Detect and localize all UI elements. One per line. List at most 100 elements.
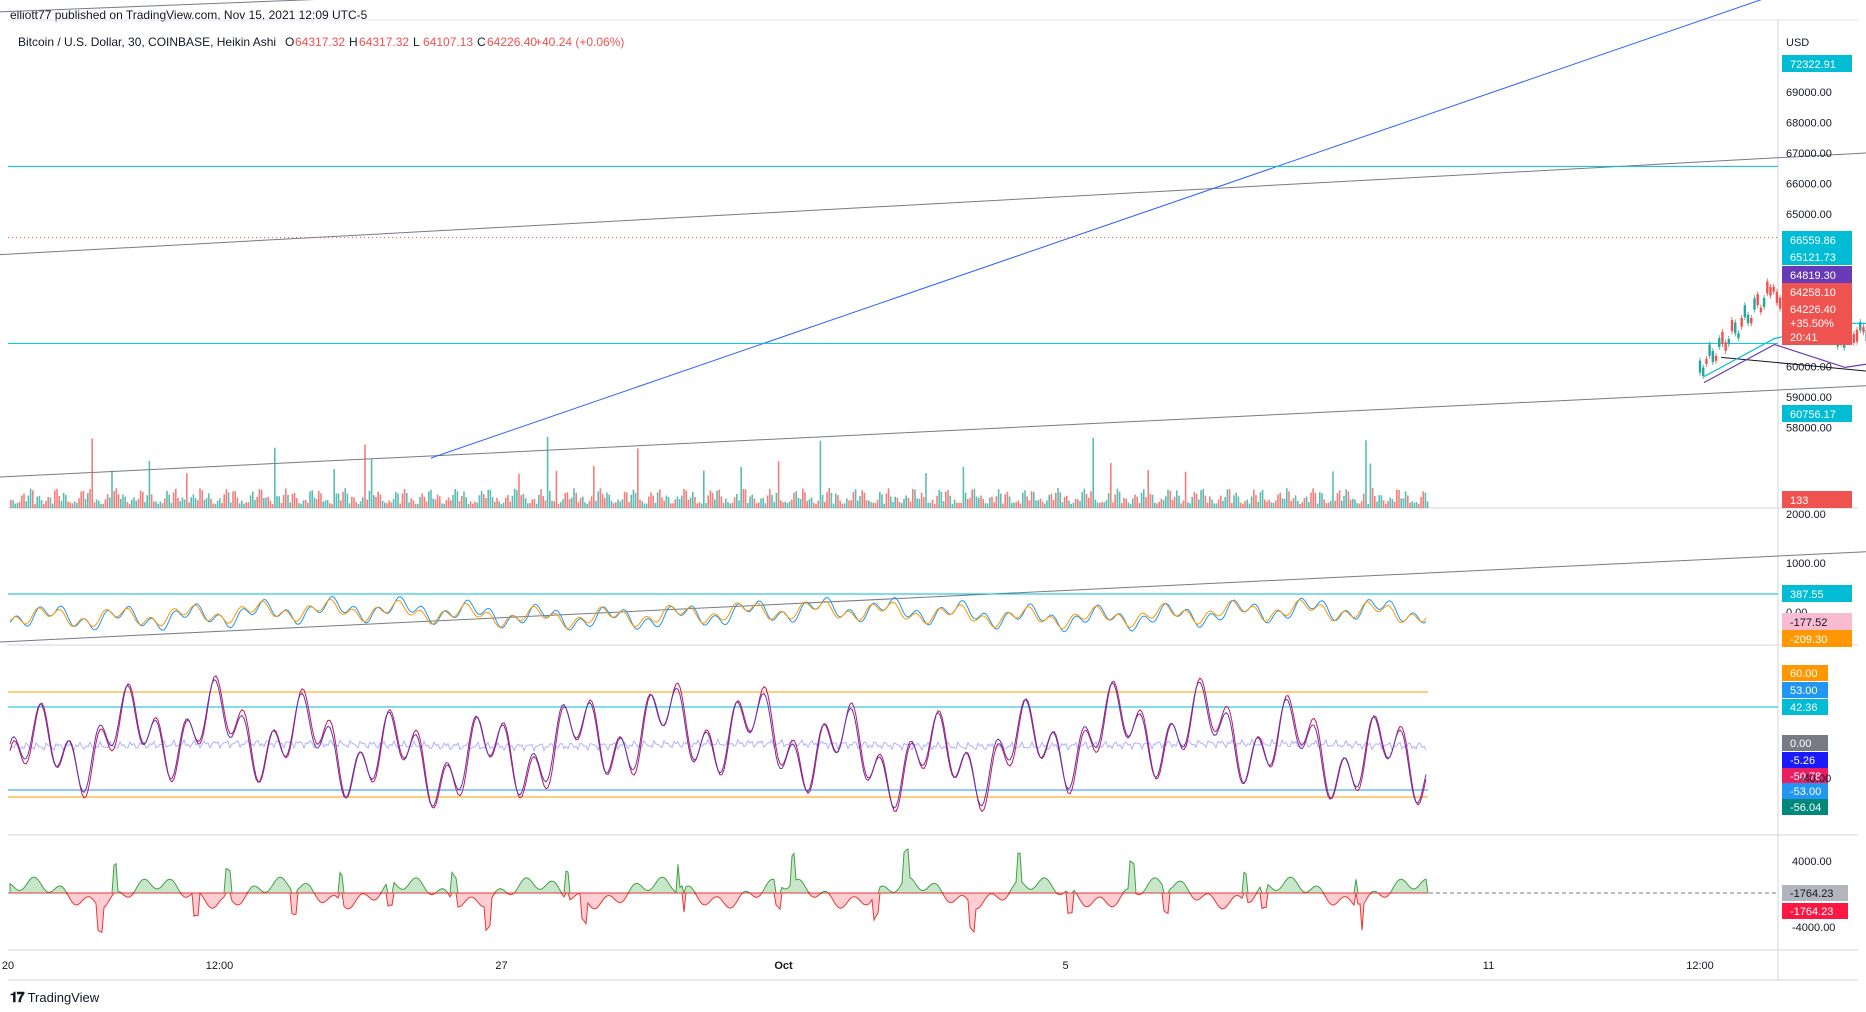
volume-bar — [1090, 491, 1092, 508]
volume-bar — [1426, 501, 1429, 508]
volume-bar — [126, 501, 129, 508]
trendline — [0, 385, 1866, 478]
volume-bar — [628, 502, 630, 508]
volume-bar — [362, 497, 364, 508]
volume-bar — [1118, 491, 1121, 508]
volume-bar — [520, 495, 522, 508]
volume-bar — [698, 502, 701, 508]
volume-bar — [604, 498, 606, 508]
volume-bar — [1114, 494, 1116, 508]
volume-bar — [621, 499, 624, 508]
volume-bar — [665, 495, 668, 508]
volume-bar — [133, 497, 135, 508]
volume-bar — [157, 503, 159, 508]
volume-bar — [254, 500, 256, 508]
volume-bar — [608, 494, 610, 508]
volume-bar — [986, 503, 989, 508]
volume-bar — [1048, 495, 1050, 508]
volume-bar — [1057, 488, 1059, 508]
candle-body — [1734, 322, 1737, 334]
volume-bar — [989, 497, 991, 508]
volume-bar — [1187, 502, 1189, 508]
volume-bar — [342, 491, 344, 508]
osc1-label-bg — [1782, 585, 1852, 602]
volume-bar — [238, 503, 241, 508]
volume-bar — [861, 490, 863, 508]
volume-bar — [98, 500, 100, 508]
price-label: 60756.17 — [1790, 409, 1836, 421]
volume-bar — [210, 498, 212, 508]
volume-bar — [711, 492, 714, 508]
axis-unit: USD — [1786, 37, 1809, 49]
price-label: 64819.30 — [1790, 270, 1836, 282]
volume-bar — [1039, 498, 1042, 508]
volume-bar — [1376, 501, 1378, 508]
volume-bar — [1215, 503, 1218, 508]
volume-bar — [1022, 492, 1024, 508]
candle-body — [1743, 305, 1747, 318]
volume-bar — [403, 489, 406, 508]
candle-body — [1862, 327, 1865, 333]
volume-bar — [857, 500, 859, 508]
volume-bar — [978, 497, 980, 508]
volume-bar — [227, 492, 230, 508]
x-tick-label: 5 — [1062, 960, 1068, 972]
volume-bar — [307, 502, 309, 508]
volume-bar — [1046, 500, 1048, 508]
volume-bar — [808, 499, 811, 508]
volume-bar — [159, 501, 162, 508]
volume-bar — [58, 495, 60, 508]
volume-bar — [652, 495, 654, 508]
volume-bar — [474, 501, 476, 508]
volume-bar — [967, 499, 969, 508]
volume-bar — [142, 491, 144, 508]
volume-bar — [579, 498, 582, 508]
volume-bar — [434, 499, 437, 508]
volume-bar — [175, 488, 177, 508]
volume-bar — [489, 489, 492, 508]
volume-bar — [111, 470, 113, 508]
volume-bar — [650, 492, 652, 508]
volume-bar — [166, 490, 168, 508]
volume-bar — [1096, 502, 1099, 508]
volume-bar — [632, 489, 635, 508]
volume-bar — [516, 489, 518, 508]
volume-bar — [1374, 496, 1376, 508]
osc2-label-bg — [1782, 799, 1828, 815]
osc2-label-bg — [1782, 783, 1828, 799]
volume-bar — [1105, 500, 1108, 508]
volume-bar — [643, 503, 646, 508]
volume-bar — [439, 496, 441, 508]
volume-bar — [485, 498, 487, 508]
volume-bar — [51, 503, 54, 508]
volume-bar — [1242, 503, 1244, 508]
osc3-tick-label: 4000.00 — [1792, 856, 1832, 868]
volume-bar — [60, 500, 63, 508]
volume-bar — [1347, 491, 1350, 508]
volume-bar — [27, 495, 30, 508]
volume-bar — [949, 495, 951, 508]
volume-bar — [106, 494, 109, 508]
volume-bar — [179, 501, 181, 508]
volume-bar — [993, 502, 995, 508]
volume-bar — [1180, 503, 1182, 508]
volume-bar — [1125, 498, 1127, 508]
volume-bar — [192, 494, 195, 508]
volume-bar — [824, 501, 826, 508]
price-label-bg — [1782, 55, 1852, 72]
volume-bar — [148, 460, 151, 508]
volume-bar — [571, 497, 573, 508]
volume-bar — [1277, 494, 1279, 508]
price-label: 64226.40 — [1790, 304, 1836, 316]
volume-bar — [1418, 503, 1420, 508]
volume-bar — [1237, 496, 1240, 508]
symbol-title: Bitcoin / U.S. Dollar, 30, COINBASE, Hei… — [18, 35, 276, 49]
volume-bar — [804, 492, 806, 508]
osc3-tick-label: -4000.00 — [1792, 922, 1835, 934]
volume-bar — [934, 503, 936, 508]
volume-bar — [1143, 489, 1145, 508]
volume-bar — [969, 498, 971, 508]
volume-bar — [1385, 503, 1387, 508]
tradingview-logo[interactable]: 𝟏𝟕 TradingView — [10, 989, 99, 1006]
